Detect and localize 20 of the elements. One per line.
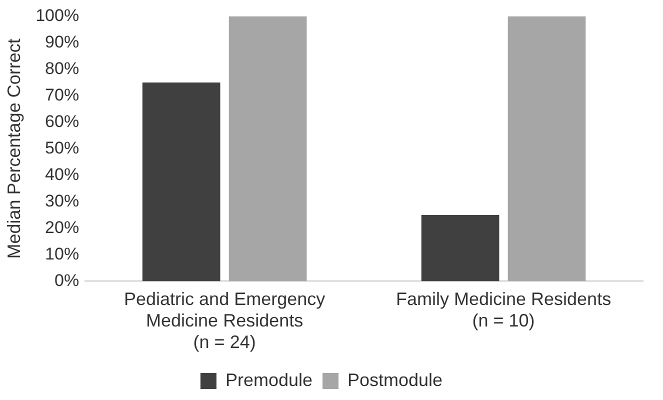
bar bbox=[421, 214, 500, 282]
y-tick-label: 40% bbox=[45, 164, 80, 184]
y-tick-label: 50% bbox=[45, 138, 80, 158]
y-tick-label: 70% bbox=[45, 85, 80, 104]
y-axis-title: Median Percentage Correct bbox=[4, 38, 24, 259]
y-tick-label: 30% bbox=[45, 191, 80, 210]
y-tick-label: 100% bbox=[36, 6, 80, 25]
y-tick-label: 0% bbox=[54, 270, 80, 290]
bar bbox=[142, 82, 220, 282]
legend-label: Premodule bbox=[225, 370, 312, 390]
y-tick-label: 90% bbox=[45, 32, 80, 52]
y-tick-label: 10% bbox=[45, 244, 80, 264]
y-tick-label: 80% bbox=[45, 58, 80, 78]
y-tick-label: 20% bbox=[45, 218, 80, 237]
legend-label: Postmodule bbox=[347, 370, 443, 390]
y-tick-label: 60% bbox=[45, 112, 80, 131]
bar bbox=[508, 16, 586, 282]
bar bbox=[228, 16, 307, 282]
x-tick-label: Family Medicine Residents (n = 10) bbox=[396, 288, 612, 331]
x-tick-label: Pediatric and Emergency Medicine Residents (n = 24) bbox=[124, 288, 326, 352]
